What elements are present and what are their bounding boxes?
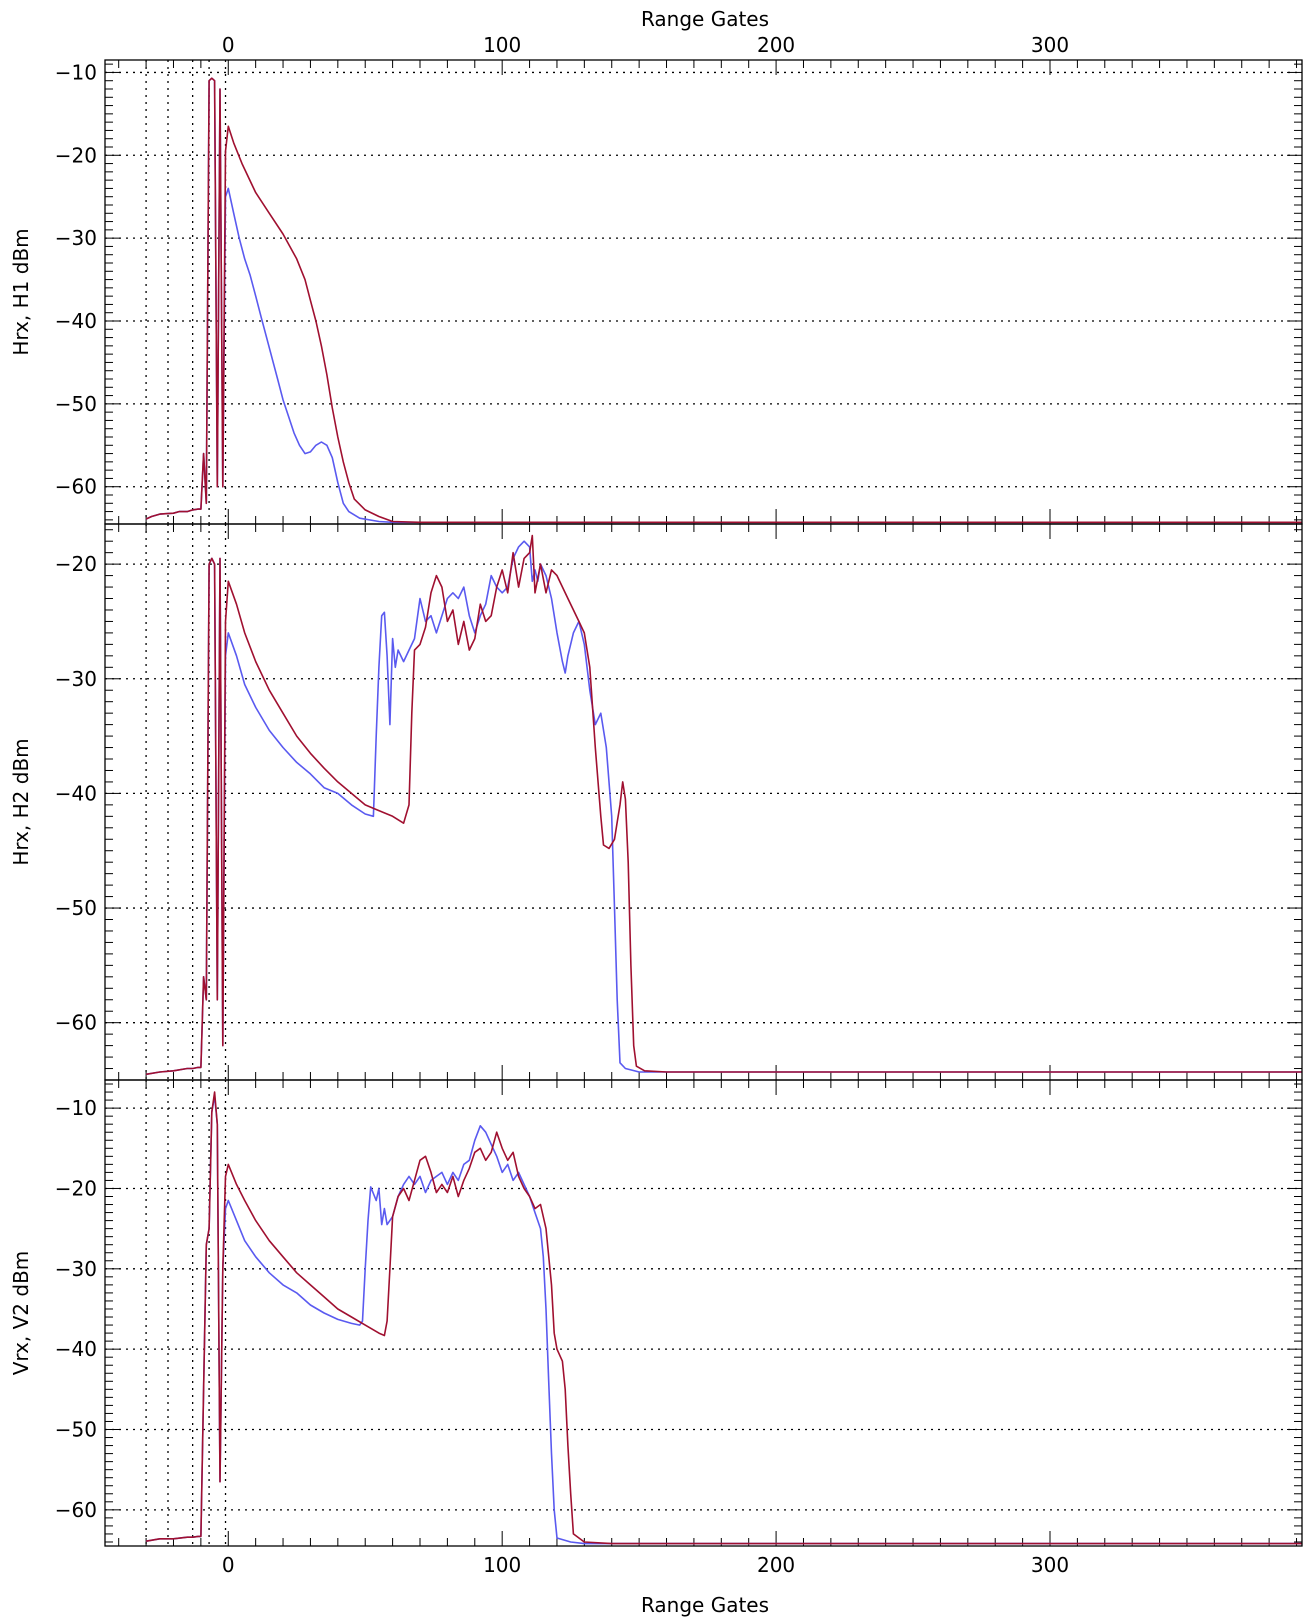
y-axis-label: Vrx, V2 dBm <box>9 1251 33 1376</box>
series-line-blue <box>145 540 1302 1076</box>
series-line-red <box>145 1091 1302 1545</box>
y-tick-label: −30 <box>55 667 97 691</box>
x-tick-label-bottom: 300 <box>1031 1553 1069 1577</box>
y-tick-label: −10 <box>55 1096 97 1120</box>
y-axis-label: Hrx, H1 dBm <box>9 228 33 355</box>
y-tick-label: −50 <box>55 392 97 416</box>
y-tick-label: −10 <box>55 60 97 84</box>
y-tick-label: −50 <box>55 1418 97 1442</box>
top-axis-label: Range Gates <box>641 7 769 31</box>
y-axis-label: Hrx, H2 dBm <box>9 738 33 865</box>
series-line-blue <box>145 1095 1302 1545</box>
y-tick-label: −20 <box>55 1176 97 1200</box>
x-tick-label-bottom: 100 <box>483 1553 521 1577</box>
plot-frame <box>104 523 1303 1081</box>
y-tick-label: −40 <box>55 781 97 805</box>
y-tick-label: −20 <box>55 552 97 576</box>
x-tick-label-top: 200 <box>757 33 795 57</box>
y-tick-label: −40 <box>55 309 97 333</box>
y-tick-label: −60 <box>55 1011 97 1035</box>
series-line-blue <box>145 77 1302 524</box>
bottom-axis-label: Range Gates <box>641 1593 769 1617</box>
y-tick-label: −60 <box>55 1498 97 1522</box>
x-tick-label-top: 100 <box>483 33 521 57</box>
y-tick-label: −20 <box>55 143 97 167</box>
y-tick-label: −40 <box>55 1337 97 1361</box>
series-line-red <box>145 77 1302 524</box>
panel-1: −10 −20 −30 −40 −50 −60 0 100 200 300 Hrx, H1 dBm <box>9 33 1303 525</box>
panel-2: −20 −30 −40 −50 −60 Hrx, H2 dBm <box>9 523 1303 1081</box>
y-tick-label: −60 <box>55 475 97 499</box>
panel-3: −10 −20 −30 −40 −50 −60 0 100 200 300 Vrx, V2 dBm <box>9 1079 1303 1577</box>
y-tick-label: −50 <box>55 896 97 920</box>
x-tick-label-top: 0 <box>222 33 235 57</box>
x-tick-label-top: 300 <box>1031 33 1069 57</box>
series-line-red <box>145 534 1302 1076</box>
plot-frame <box>104 1079 1303 1547</box>
x-tick-label-bottom: 200 <box>757 1553 795 1577</box>
y-tick-label: −30 <box>55 1257 97 1281</box>
x-tick-label-bottom: 0 <box>222 1553 235 1577</box>
plot-frame <box>104 59 1303 525</box>
y-tick-label: −30 <box>55 226 97 250</box>
